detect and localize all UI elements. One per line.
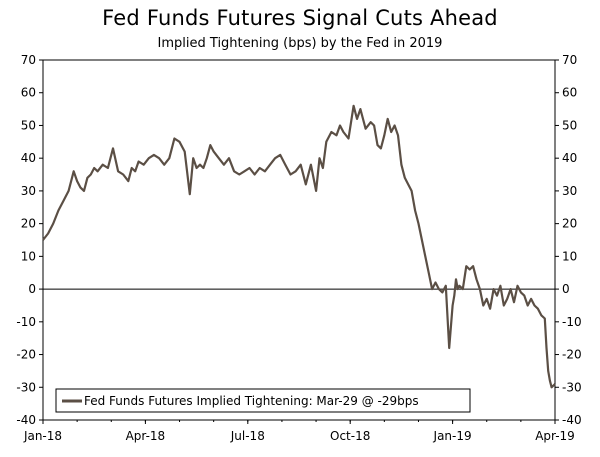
legend: Fed Funds Futures Implied Tightening: Ma… [55,388,471,413]
x-tick-label: Apr-19 [535,429,575,443]
y-tick-label-left: 40 [21,151,36,165]
plot-frame [42,59,556,421]
y-tick-label-right: -30 [562,380,582,394]
y-axis-left: 70 60 50 40 30 20 10 0 -10 -20 -30 -40 [16,53,43,427]
y-tick-label-right: 20 [562,217,577,231]
y-tick-label-left: 30 [21,184,36,198]
y-tick-label-right: 70 [562,53,577,67]
plot-area [42,59,556,421]
y-tick-label-right: -20 [562,348,582,362]
series-line [42,104,556,389]
y-tick-label-left: -40 [16,413,36,427]
y-tick-label-left: 0 [28,282,36,296]
y-tick-label-left: 70 [21,53,36,67]
x-tick-label: Apr-18 [126,429,166,443]
y-tick-label-left: -20 [16,348,36,362]
x-axis: Jan-18 Apr-18 Jul-18 Oct-18 Jan-19 Apr-19 [23,420,575,443]
x-tick-label: Oct-18 [330,429,370,443]
y-tick-label-left: -10 [16,315,36,329]
chart-title: Fed Funds Futures Signal Cuts Ahead [102,6,498,30]
y-tick-label-right: 60 [562,86,577,100]
y-tick-label-left: -30 [16,380,36,394]
y-tick-label-left: 60 [21,86,36,100]
x-tick-label: Jan-19 [433,429,472,443]
y-tick-label-left: 20 [21,217,36,231]
y-tick-label-right: 50 [562,118,577,132]
y-axis-right: 70 60 50 40 30 20 10 0 -10 -20 -30 -40 [555,53,582,427]
y-tick-label-left: 10 [21,249,36,263]
y-tick-label-right: 10 [562,249,577,263]
legend-label: Fed Funds Futures Implied Tightening: Ma… [84,394,419,408]
x-tick-label: Jul-18 [230,429,265,443]
y-tick-label-right: 30 [562,184,577,198]
series-layer [42,104,556,389]
legend-box [55,388,471,413]
y-tick-label-right: -40 [562,413,582,427]
y-tick-label-left: 50 [21,118,36,132]
y-tick-label-right: -10 [562,315,582,329]
y-tick-label-right: 0 [562,282,570,296]
x-tick-label: Jan-18 [23,429,62,443]
y-tick-label-right: 40 [562,151,577,165]
chart-subtitle: Implied Tightening (bps) by the Fed in 2… [157,36,443,51]
